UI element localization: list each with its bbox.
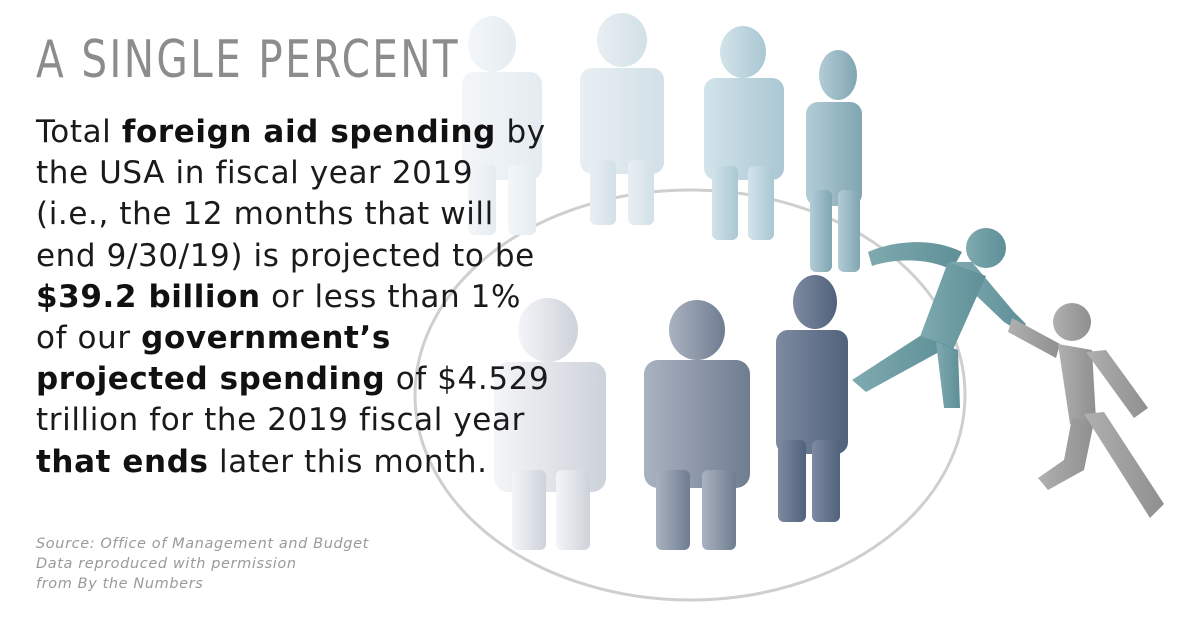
person-figure-front-3 bbox=[776, 275, 848, 522]
body-text-segment: by the USA in fiscal year 2019 (i.e., th… bbox=[36, 114, 546, 274]
source-line: Source: Office of Management and Budget bbox=[36, 536, 369, 552]
person-figure-front-2 bbox=[644, 300, 750, 550]
body-bold-that-ends: that ends bbox=[36, 443, 209, 480]
person-figure-front-1 bbox=[494, 298, 606, 550]
body-text-segment: later this month. bbox=[208, 443, 488, 480]
person-figure-climbing bbox=[1008, 303, 1164, 518]
person-figure-back-3 bbox=[704, 26, 784, 240]
person-figure-back-1 bbox=[462, 16, 542, 235]
person-figure-back-2 bbox=[580, 13, 664, 225]
body-paragraph: Total foreign aid spending by the USA in… bbox=[36, 112, 556, 483]
body-bold-amount: $39.2 billion bbox=[36, 278, 261, 315]
person-figure-helper bbox=[852, 228, 1026, 408]
body-bold-government-spending: government’s projected spending bbox=[36, 320, 391, 398]
attribution-line: from By the Numbers bbox=[36, 576, 204, 592]
page-title: A SINGLE PERCENT bbox=[36, 30, 460, 90]
body-text-segment: Total bbox=[36, 114, 122, 150]
body-bold-foreign-aid: foreign aid spending bbox=[121, 114, 496, 150]
permission-line: Data reproduced with permission bbox=[36, 556, 297, 572]
person-figure-back-4 bbox=[806, 50, 862, 272]
circle-ring bbox=[413, 188, 967, 602]
body-text-segment: of $4.529 trillion for the 2019 fiscal y… bbox=[36, 361, 550, 439]
body-text-segment: or less than 1% of our bbox=[36, 278, 522, 357]
source-citation: Source: Office of Management and Budget … bbox=[36, 534, 536, 594]
